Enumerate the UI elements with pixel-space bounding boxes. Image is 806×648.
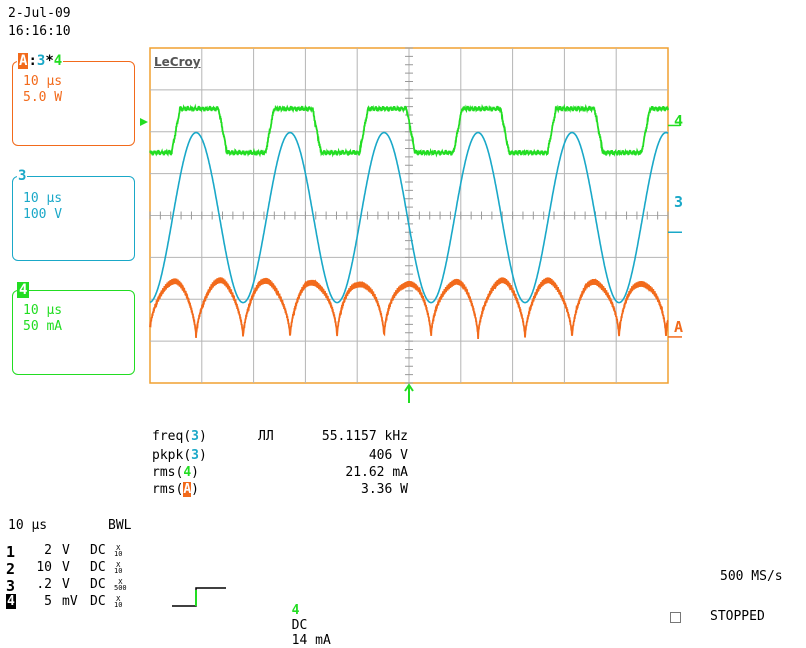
- measurement-value: 406 V: [368, 448, 408, 463]
- trace-3-timediv: 10 µs: [23, 191, 63, 206]
- measurement-channel: A: [183, 482, 192, 497]
- trigger-level: 14 mA: [291, 633, 331, 648]
- trace-ch3: [149, 131, 669, 304]
- sample-rate: 500 MS/s: [720, 569, 783, 584]
- trace-4-timediv: 10 µs: [23, 303, 63, 318]
- channel-row[interactable]: 2 10 V DC X 10: [0, 560, 200, 578]
- trigger-position-icon: [404, 383, 414, 403]
- channel-scale: .2: [36, 577, 52, 592]
- trigger-channel: 4: [291, 603, 300, 618]
- measurement-row: freq(3) ЛЛ 55.1157 kHz: [0, 429, 806, 445]
- probe-attenuation: X 10: [114, 595, 123, 609]
- waveform-traces: [140, 103, 682, 403]
- measurement-name: rms: [152, 482, 176, 497]
- measurement-value: 21.62 mA: [345, 465, 408, 480]
- channel-number: 3: [6, 577, 16, 595]
- channel-unit: V: [62, 543, 70, 558]
- status-indicator-icon: [670, 612, 681, 623]
- trace-a-label: A:3*4: [17, 53, 64, 69]
- trigger-info[interactable]: 4 DC 14 mA: [276, 588, 331, 648]
- trace-box-a[interactable]: A:3*4 10 µs 5.0 W: [12, 53, 135, 146]
- trace-3-label: 3: [17, 168, 28, 184]
- brand-logo: LeCroy: [154, 55, 201, 69]
- measurement-name: pkpk: [152, 448, 184, 463]
- trace-cha: [149, 277, 669, 339]
- channel-scale: 10: [36, 560, 52, 575]
- trigger-coupling: DC: [291, 618, 308, 633]
- measurement-row: rms(4) 21.62 mA: [0, 465, 806, 481]
- channel-coupling: DC: [90, 543, 106, 558]
- acquisition-status[interactable]: STOPPED: [710, 609, 765, 624]
- oscilloscope-display: [140, 47, 682, 403]
- measurement-value: 3.36 W: [361, 482, 408, 497]
- measurement-row: pkpk(3) 406 V: [0, 448, 806, 464]
- trace-3-vertdiv: 100 V: [23, 207, 63, 222]
- capture-date: 2-Jul-09: [8, 6, 71, 21]
- channel-row[interactable]: 4 5 mV DC X 10: [0, 594, 200, 611]
- probe-attenuation: X 10: [114, 544, 123, 558]
- measurement-name: rms: [152, 465, 176, 480]
- channel-unit: V: [62, 577, 70, 592]
- trace-4-label: 4: [17, 282, 30, 298]
- measurement-channel: 3: [191, 448, 199, 463]
- measurement-name: freq: [152, 429, 184, 444]
- channel-number: 4: [6, 594, 16, 609]
- channel-scale: 5: [44, 594, 52, 609]
- trace-4-vertdiv: 50 mA: [23, 319, 63, 334]
- measurement-label: rms(A): [152, 482, 199, 497]
- bandwidth-limit: BWL: [108, 518, 132, 533]
- measurement-channel: 4: [183, 465, 192, 480]
- channel-scale: 2: [44, 543, 52, 558]
- measurement-row: rms(A) 3.36 W: [0, 482, 806, 498]
- trigger-edge-icon: [172, 587, 226, 607]
- channel-row[interactable]: 3 .2 V DC X 500: [0, 577, 200, 595]
- pulse-symbol-icon: ЛЛ: [258, 429, 274, 444]
- measurement-value: 55.1157 kHz: [321, 429, 408, 444]
- marker-ch3: 3: [674, 193, 684, 211]
- channel-row[interactable]: 1 2 V DC X 10: [0, 543, 200, 561]
- probe-attenuation: X 500: [114, 578, 127, 592]
- measurement-label: freq(3): [152, 429, 207, 444]
- measurement-label: pkpk(3): [152, 448, 207, 463]
- marker-cha: A: [674, 318, 684, 336]
- channel-unit: V: [62, 560, 70, 575]
- measurement-channel: 3: [191, 429, 199, 444]
- ch4-offset-marker-icon: [140, 118, 148, 126]
- trace-box-3[interactable]: 3 10 µs 100 V: [12, 168, 135, 261]
- measurement-label: rms(4): [152, 465, 199, 480]
- trace-box-4[interactable]: 4 10 µs 50 mA: [12, 282, 135, 375]
- channel-unit: mV: [62, 594, 78, 609]
- trace-a-vertdiv: 5.0 W: [23, 90, 63, 105]
- channel-coupling: DC: [90, 560, 106, 575]
- trace-ch4: [149, 103, 669, 158]
- probe-attenuation: X 10: [114, 561, 123, 575]
- trace-a-timediv: 10 µs: [23, 74, 63, 89]
- channel-coupling: DC: [90, 577, 106, 592]
- capture-time: 16:16:10: [8, 24, 71, 39]
- channel-number: 1: [6, 543, 16, 561]
- channel-coupling: DC: [90, 594, 106, 609]
- graticule: [149, 47, 669, 384]
- channel-number: 2: [6, 560, 16, 578]
- timebase-per-div: 10 µs: [8, 518, 48, 533]
- marker-ch4: 4: [674, 112, 684, 130]
